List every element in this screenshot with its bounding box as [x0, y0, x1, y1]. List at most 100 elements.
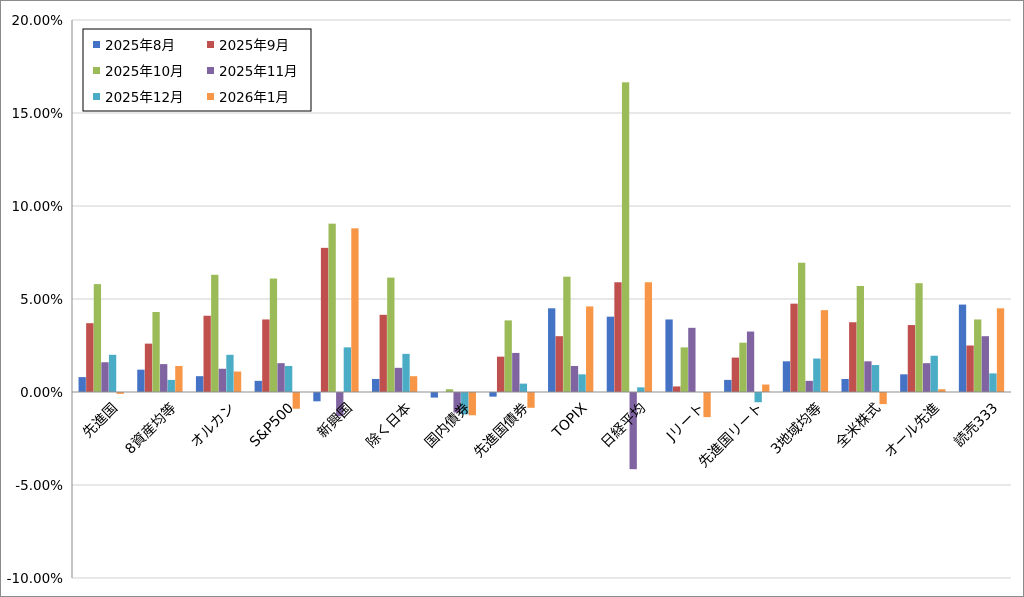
bar: [137, 369, 145, 392]
bar: [922, 363, 931, 392]
bar: [409, 376, 418, 392]
bar: [445, 389, 454, 392]
category-label: 新興国: [315, 400, 356, 441]
bar: [548, 308, 556, 392]
y-tick-label: -10.00%: [7, 571, 64, 587]
category-label: 8資産均等: [122, 400, 180, 458]
legend-label: 2025年8月: [105, 38, 175, 54]
bar: [790, 303, 798, 392]
category-label: オール先進: [882, 400, 943, 461]
bar: [871, 365, 880, 392]
bar: [586, 306, 594, 392]
bar: [489, 392, 497, 397]
bar: [907, 325, 916, 392]
legend-box: [82, 28, 312, 112]
bar: [320, 247, 329, 392]
bar: [86, 323, 94, 392]
bar: [762, 384, 770, 392]
bar: [805, 380, 813, 392]
category-label: オルカン: [188, 400, 239, 451]
bar: [336, 392, 344, 417]
bar: [78, 377, 86, 392]
y-tick-label: -5.00%: [15, 478, 63, 494]
bar: [966, 345, 974, 392]
category-label: 除く日本: [363, 400, 414, 451]
legend-swatch: [207, 67, 214, 74]
bar: [144, 343, 153, 392]
legend-label: 2026年1月: [219, 90, 289, 106]
bar: [555, 336, 563, 392]
y-tick-label: 0.00%: [20, 385, 63, 401]
bar: [879, 392, 887, 405]
bar: [644, 282, 653, 392]
bar: [930, 355, 938, 392]
bar: [856, 285, 864, 392]
legend-label: 2025年9月: [219, 38, 289, 54]
bar: [351, 228, 359, 392]
bar: [570, 365, 579, 392]
legend-swatch: [207, 41, 214, 48]
bar: [724, 379, 732, 392]
y-axis-ticks: 20.00% 15.00% 10.00% 5.00% 0.00% -5.00% -10.00…: [7, 13, 64, 587]
category-label: 先進国債券: [471, 400, 532, 461]
bar: [167, 379, 175, 392]
bar: [637, 387, 645, 392]
bar: [203, 315, 211, 392]
bar: [820, 310, 829, 392]
bar: [614, 282, 622, 392]
category-label: 読売333: [951, 400, 1002, 451]
bar: [512, 352, 520, 392]
bar: [782, 361, 791, 392]
bar: [387, 277, 395, 392]
bar: [211, 274, 219, 392]
legend-label: 2025年12月: [105, 90, 184, 106]
bar: [754, 392, 762, 403]
category-label: 3地域均等: [767, 400, 825, 458]
bar: [739, 342, 747, 392]
legend-swatch: [207, 93, 214, 100]
bar: [343, 347, 351, 392]
bar: [468, 392, 476, 416]
bar: [731, 357, 740, 392]
category-label: S&P500: [247, 400, 297, 450]
y-tick-label: 10.00%: [12, 199, 64, 215]
bar: [665, 319, 673, 392]
bar: [292, 392, 300, 409]
category-label: 国内債券: [422, 400, 473, 451]
bar: [578, 374, 586, 392]
bar: [371, 378, 380, 392]
category-label: 先進国: [80, 400, 121, 441]
bar: [915, 283, 923, 392]
bar: [519, 383, 528, 392]
bar: [849, 322, 857, 392]
bar: [160, 364, 168, 392]
bar: [688, 327, 696, 392]
bar: [989, 373, 997, 392]
bar: [864, 361, 872, 392]
bar: [285, 365, 293, 392]
y-tick-label: 15.00%: [12, 106, 64, 122]
y-tick-label: 5.00%: [20, 292, 63, 308]
bar: [233, 371, 242, 392]
y-tick-label: 20.00%: [12, 13, 64, 29]
bar: [797, 262, 806, 392]
bar: [673, 386, 681, 392]
bar: [680, 347, 688, 392]
bar: [746, 331, 755, 392]
bar: [269, 278, 278, 392]
bar: [453, 392, 461, 413]
bar: [262, 319, 270, 392]
bar: [621, 82, 630, 392]
bar: [379, 314, 387, 392]
bar: [841, 378, 849, 392]
bar: [981, 336, 989, 392]
bar: [703, 392, 711, 418]
bar: [108, 354, 117, 392]
bar: [328, 223, 336, 392]
legend-swatch: [93, 93, 100, 100]
bar: [313, 392, 321, 402]
legend: 2025年8月 2025年9月 2025年10月 2025年11月 2025年12月 20…: [82, 28, 312, 112]
category-label: Jリート: [663, 400, 708, 445]
bars: [72, 82, 1011, 470]
